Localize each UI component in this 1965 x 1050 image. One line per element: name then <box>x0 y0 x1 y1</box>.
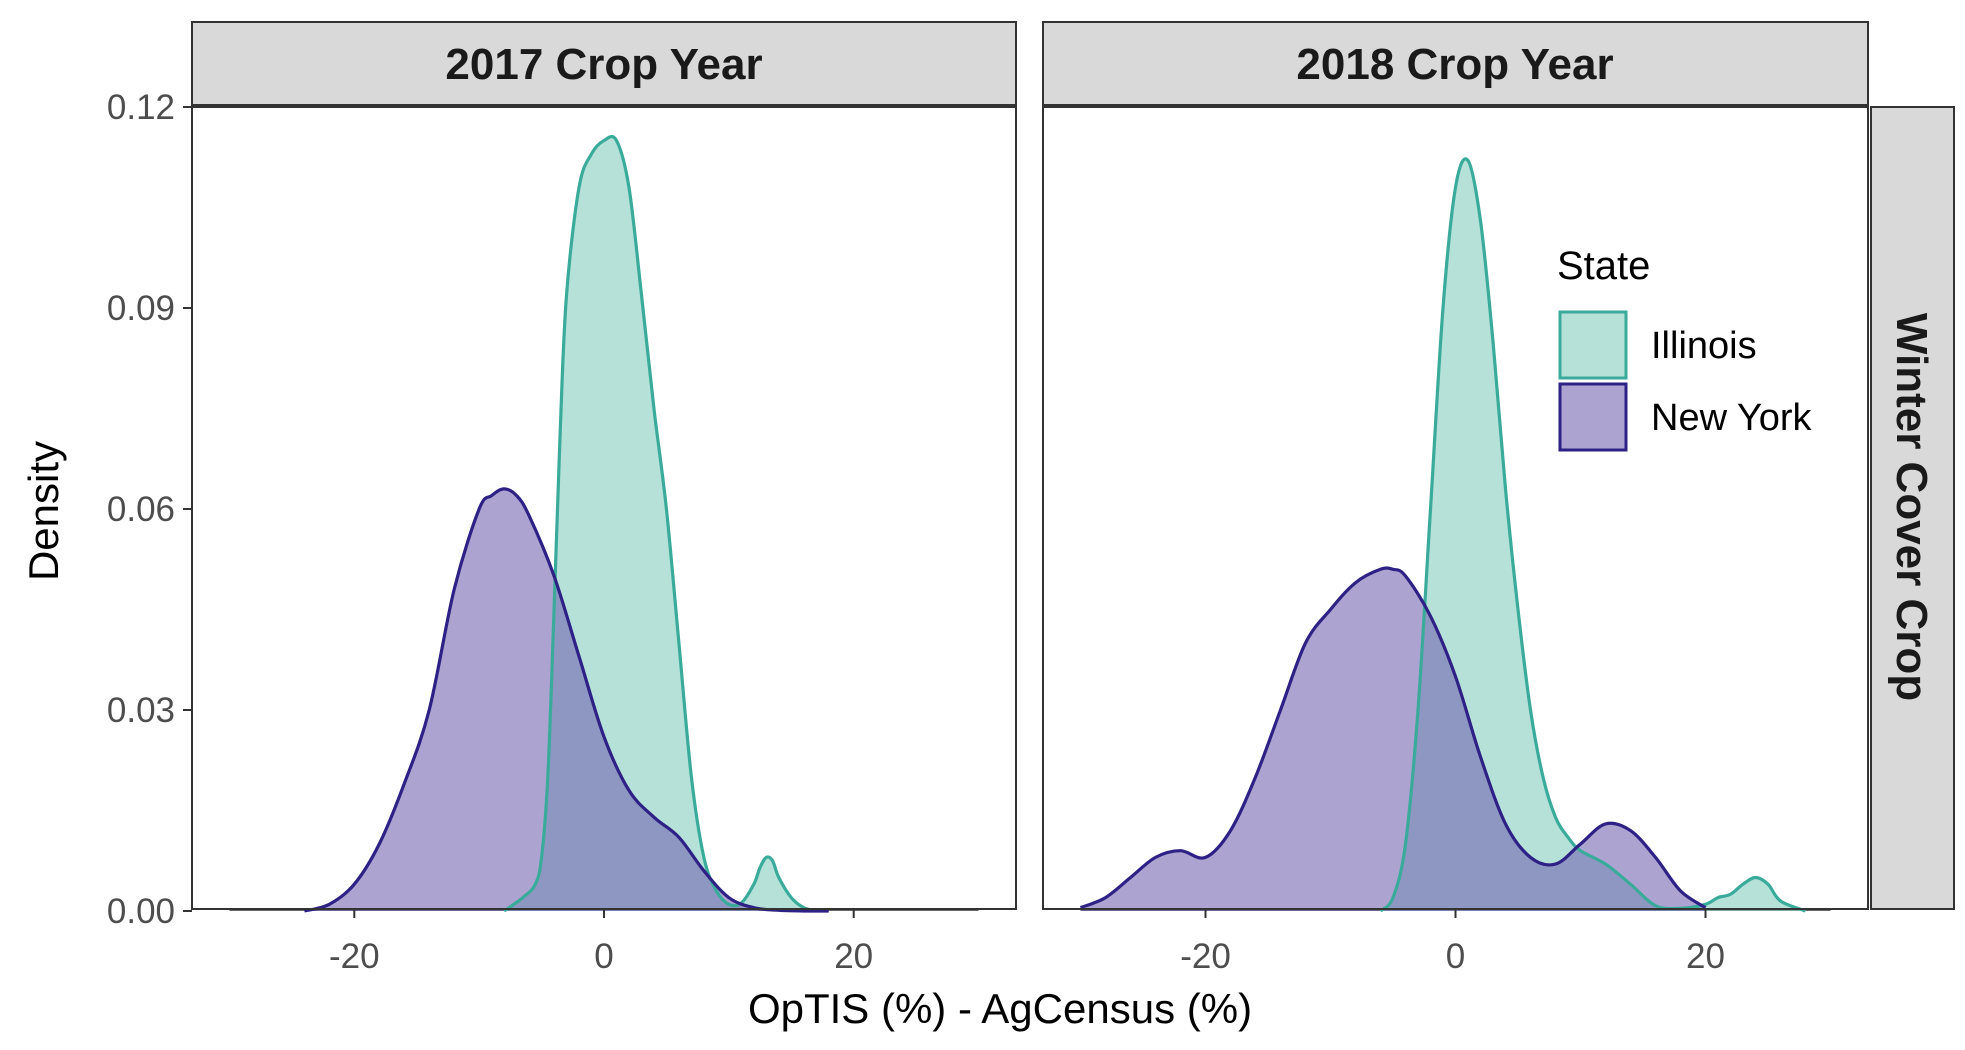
legend: State Illinois New York <box>1557 244 1813 452</box>
density-line-new-york <box>303 487 829 913</box>
row-strip: Winter Cover Crop <box>1870 106 1955 910</box>
x-tick-label: 20 <box>1686 937 1725 976</box>
panel-2017 <box>191 106 1017 913</box>
legend-title: State <box>1557 244 1650 288</box>
y-axis-title: Density <box>20 441 67 581</box>
y-tick-label: 0.03 <box>107 691 175 730</box>
density-line-new-york <box>1079 566 1707 910</box>
x-axis-2017: -20 0 20 <box>329 909 873 976</box>
density-area-new-york <box>1080 568 1706 911</box>
panel-title-2018: 2018 Crop Year <box>1296 40 1613 89</box>
y-tick-label: 0.00 <box>107 892 175 931</box>
panel-2018 <box>1042 106 1869 913</box>
legend-label-new-york: New York <box>1651 397 1813 439</box>
y-tick-label: 0.09 <box>107 289 175 328</box>
density-area-illinois <box>1380 158 1806 911</box>
legend-label-illinois: Illinois <box>1651 325 1757 367</box>
x-axis-title: OpTIS (%) - AgCensus (%) <box>748 985 1252 1032</box>
legend-swatch-new-york <box>1558 382 1628 452</box>
x-axis-2018: -20 0 20 <box>1180 909 1725 976</box>
panel-strip-2018: 2018 Crop Year <box>1042 21 1869 106</box>
x-tick-label: 20 <box>834 937 873 976</box>
density-area-new-york <box>304 488 829 911</box>
panel-strip-2017: 2017 Crop Year <box>191 21 1017 106</box>
legend-entry-illinois: Illinois <box>1558 310 1757 380</box>
density-line-illinois <box>1379 157 1807 913</box>
legend-swatch-illinois <box>1558 310 1628 380</box>
panel-title-2017: 2017 Crop Year <box>445 40 762 89</box>
x-tick-label: -20 <box>329 937 380 976</box>
y-axis: 0.00 0.03 0.06 0.09 0.12 <box>107 88 192 931</box>
y-tick-label: 0.12 <box>107 88 175 127</box>
x-tick-label: 0 <box>594 937 613 976</box>
legend-entry-new-york: New York <box>1558 382 1813 452</box>
y-tick-label: 0.06 <box>107 490 175 529</box>
x-tick-label: -20 <box>1180 937 1231 976</box>
density-line-illinois <box>503 134 817 913</box>
row-strip-label: Winter Cover Crop <box>1887 313 1936 701</box>
x-tick-label: 0 <box>1446 937 1465 976</box>
